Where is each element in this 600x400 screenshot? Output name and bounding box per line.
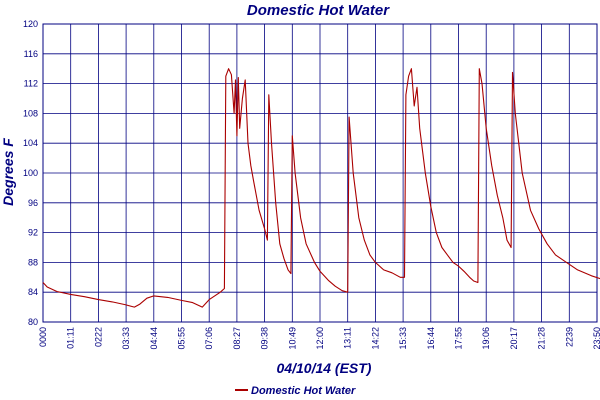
x-tick-label: 15:33: [398, 327, 408, 350]
x-axis-label: 04/10/14 (EST): [277, 360, 372, 376]
y-tick-label: 84: [28, 287, 38, 297]
y-tick-label: 80: [28, 317, 38, 327]
x-tick-label: 12:00: [315, 327, 325, 350]
y-tick-label: 108: [23, 108, 38, 118]
series-line-domestic-hot-water: [42, 68, 600, 308]
x-tick-label: 16:44: [426, 327, 436, 350]
y-tick-label: 120: [23, 19, 38, 29]
x-tick-label: 04:44: [149, 327, 159, 350]
chart-title: Domestic Hot Water: [247, 2, 390, 19]
x-tick-label: 21:28: [537, 327, 547, 350]
y-axis-ticks: 80 84 88 92 96 100 104 108 112 116 120: [23, 19, 38, 327]
x-tick-label: 01:11: [66, 327, 76, 349]
x-tick-label: 23:50: [592, 327, 600, 350]
x-tick-label: 03:33: [121, 327, 131, 350]
x-tick-label: 0000: [38, 327, 48, 347]
plot-area: [42, 23, 598, 323]
y-tick-label: 112: [24, 79, 38, 89]
x-tick-label: 13:11: [343, 327, 353, 349]
x-axis-ticks: 0000 01:11 0222 03:33 04:44 05:55 07:06 08:27 09…: [38, 327, 600, 350]
y-axis-label: Degrees F: [0, 138, 16, 206]
x-tick-label: 2239: [564, 327, 574, 347]
y-tick-label: 104: [23, 138, 38, 148]
y-tick-label: 116: [24, 49, 38, 59]
x-tick-label: 0222: [93, 327, 103, 347]
x-tick-label: 09:38: [260, 327, 270, 350]
x-tick-label: 08:27: [232, 327, 242, 350]
x-tick-label: 14:22: [370, 327, 380, 350]
y-tick-label: 88: [28, 257, 38, 267]
y-tick-label: 92: [28, 228, 38, 238]
y-tick-label: 100: [23, 168, 38, 178]
legend: Domestic Hot Water: [235, 385, 356, 397]
x-tick-label: 17:55: [454, 327, 464, 350]
legend-label: Domestic Hot Water: [251, 385, 356, 397]
x-tick-label: 05:55: [177, 327, 187, 350]
x-tick-label: 10:49: [287, 327, 297, 350]
x-tick-label: 19:06: [481, 327, 491, 350]
y-tick-label: 96: [28, 198, 38, 208]
x-tick-label: 07:06: [204, 327, 214, 350]
x-tick-label: 20:17: [509, 327, 519, 350]
gridlines: [42, 23, 598, 323]
